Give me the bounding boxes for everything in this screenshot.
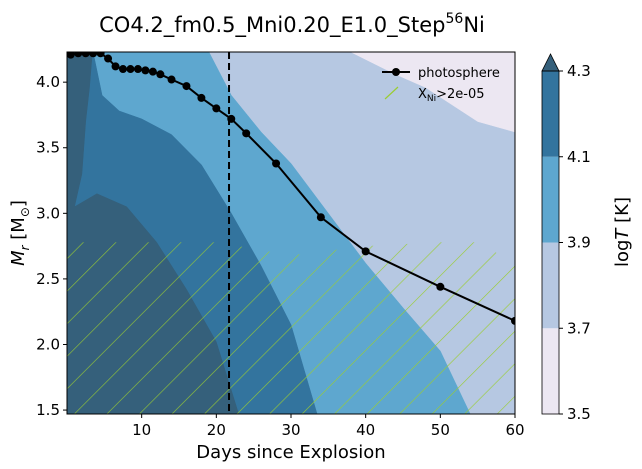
series-photosphere-point-3 [89, 52, 98, 58]
x-axis-label: Days since Explosion [196, 442, 385, 463]
x-tick-label-20: 20 [207, 421, 226, 439]
series-photosphere-point-7 [119, 65, 127, 74]
colorbar-segment-3 [542, 71, 559, 157]
series-photosphere-point-15 [197, 93, 206, 102]
x-tick-label-50: 50 [431, 421, 450, 439]
colorbar: 3.5 3.7 3.9 4.1 4.3 [541, 53, 591, 423]
y-tick-label-2: 2.0 [36, 335, 60, 353]
y-tick-label-4: 4.0 [36, 73, 60, 91]
colorbar-segment-0 [542, 328, 559, 414]
plot-area [67, 52, 515, 414]
x-tick-label-60: 60 [505, 421, 524, 439]
series-photosphere-point-1 [74, 52, 83, 58]
series-photosphere-point-17 [227, 114, 236, 123]
series-photosphere-point-23 [511, 316, 515, 325]
colorbar-extend-arrow [541, 53, 560, 72]
x-tick-label-40: 40 [356, 421, 375, 439]
series-photosphere-point-8 [126, 65, 135, 74]
series-photosphere-point-9 [133, 65, 142, 74]
colorbar-tick-label-4: 4.3 [567, 62, 591, 80]
series-photosphere-point-13 [167, 75, 176, 84]
series-photosphere-point-0 [67, 52, 75, 59]
y-tick-label-2.5: 2.5 [36, 270, 60, 288]
hatch-region [67, 242, 515, 414]
axes: 10 20 30 40 50 60 1.5 2.0 2.5 3.0 3.5 4.0 [36, 73, 524, 439]
series-photosphere-point-4 [96, 52, 105, 58]
colorbar-segment-1 [542, 242, 559, 329]
y-tick-label-3: 3.0 [36, 204, 60, 222]
series-photosphere-point-14 [182, 82, 191, 91]
legend-photosphere-marker [392, 68, 400, 76]
x-tick-label-30: 30 [281, 421, 300, 439]
legend-hatch-swatch [384, 86, 399, 100]
legend-hatch-label: XNi>2e-05 [418, 87, 485, 104]
series-photosphere-point-22 [436, 282, 445, 291]
series-photosphere-point-2 [81, 52, 90, 58]
series-photosphere-point-11 [148, 67, 157, 76]
series-photosphere-point-6 [111, 62, 120, 71]
series-photosphere-point-20 [316, 213, 325, 222]
chart-title: CO4.2_fm0.5_Mni0.20_E1.0_Step56Ni [99, 11, 485, 38]
title-superscript: 56 [445, 11, 463, 27]
y-axis-label: Mr [M⊙] [8, 200, 32, 266]
legend-photosphere-label: photosphere [418, 66, 500, 81]
series-photosphere-point-21 [361, 247, 370, 256]
colorbar-tick-label-1: 3.7 [567, 319, 591, 337]
series-photosphere-point-10 [141, 66, 150, 75]
x-tick-label-10: 10 [132, 421, 151, 439]
series-photosphere-point-12 [156, 70, 165, 79]
series-photosphere-point-19 [272, 159, 281, 168]
colorbar-segment-2 [542, 156, 559, 243]
legend: photosphere XNi>2e-05 [382, 66, 500, 104]
y-tick-label-1.5: 1.5 [36, 401, 60, 419]
colorbar-label: logT [K] [612, 197, 633, 267]
series-photosphere-point-16 [212, 104, 221, 113]
colorbar-tick-label-2: 3.9 [567, 234, 591, 252]
series-photosphere-point-5 [104, 54, 113, 63]
colorbar-tick-label-3: 4.1 [567, 148, 591, 166]
colorbar-tick-label-0: 3.5 [567, 405, 591, 423]
y-tick-label-3.5: 3.5 [36, 139, 60, 157]
series-photosphere-point-18 [242, 129, 251, 138]
